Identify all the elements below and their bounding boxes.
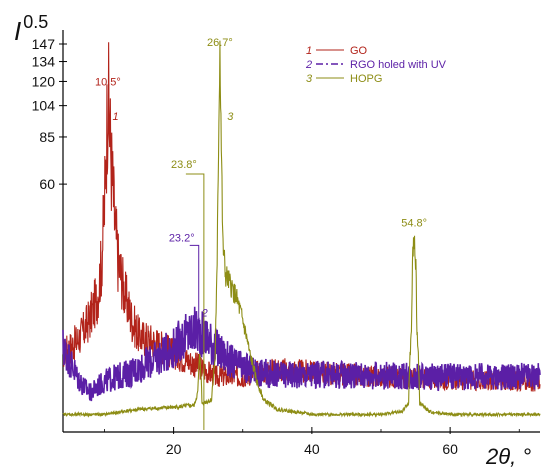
y-tick-label: 85 — [39, 129, 55, 145]
legend-entry-label: RGO holed with UV — [350, 59, 447, 71]
annotation-label: 1 — [112, 111, 118, 123]
y-tick-label: 60 — [39, 176, 55, 192]
y-tick-label: 147 — [32, 36, 56, 52]
series-line-3 — [62, 40, 541, 418]
y-tick-label: 104 — [32, 98, 56, 114]
legend-index: 2 — [305, 59, 312, 71]
series-layer — [62, 40, 541, 418]
annotation-layer: 10.5° 26.7° 23.8° 23.2° 54.8° 1 2 3 — [95, 37, 427, 430]
y-tick-label: 134 — [32, 54, 56, 70]
y-axis-title: I 0.5 — [14, 12, 48, 46]
tick-layer: 60 85 104 120 134 147 20 40 60 — [32, 36, 520, 457]
annotation-label: 2 — [201, 308, 208, 320]
annotation-label: 23.2° — [169, 232, 195, 244]
annotation-label: 10.5° — [95, 76, 121, 88]
legend-entry-label: GO — [350, 45, 368, 57]
series-line-1 — [62, 42, 541, 393]
annotation-label: 26.7° — [207, 37, 233, 49]
legend: 1 GO 2 RGO holed with UV 3 HOPG — [305, 45, 447, 85]
series-line-2 — [62, 306, 541, 402]
annotation-label: 54.8° — [401, 218, 427, 230]
annotation-label: 23.8° — [171, 159, 197, 171]
legend-entry-label: HOPG — [350, 73, 382, 85]
x-tick-label: 40 — [304, 441, 320, 457]
leader-line-23-8 — [185, 173, 205, 430]
legend-index: 1 — [306, 45, 312, 57]
x-tick-label: 20 — [166, 441, 182, 457]
annotation-label: 3 — [227, 111, 234, 123]
y-tick-label: 120 — [32, 73, 56, 89]
x-axis-title: 2θ, ° — [485, 444, 531, 469]
y-axis-title-main: I — [14, 16, 21, 46]
plot-frame — [62, 30, 540, 433]
x-tick-label: 60 — [442, 441, 458, 457]
leader-line-23-2 — [189, 244, 200, 329]
legend-index: 3 — [306, 73, 313, 85]
y-axis-title-exponent: 0.5 — [23, 12, 48, 32]
